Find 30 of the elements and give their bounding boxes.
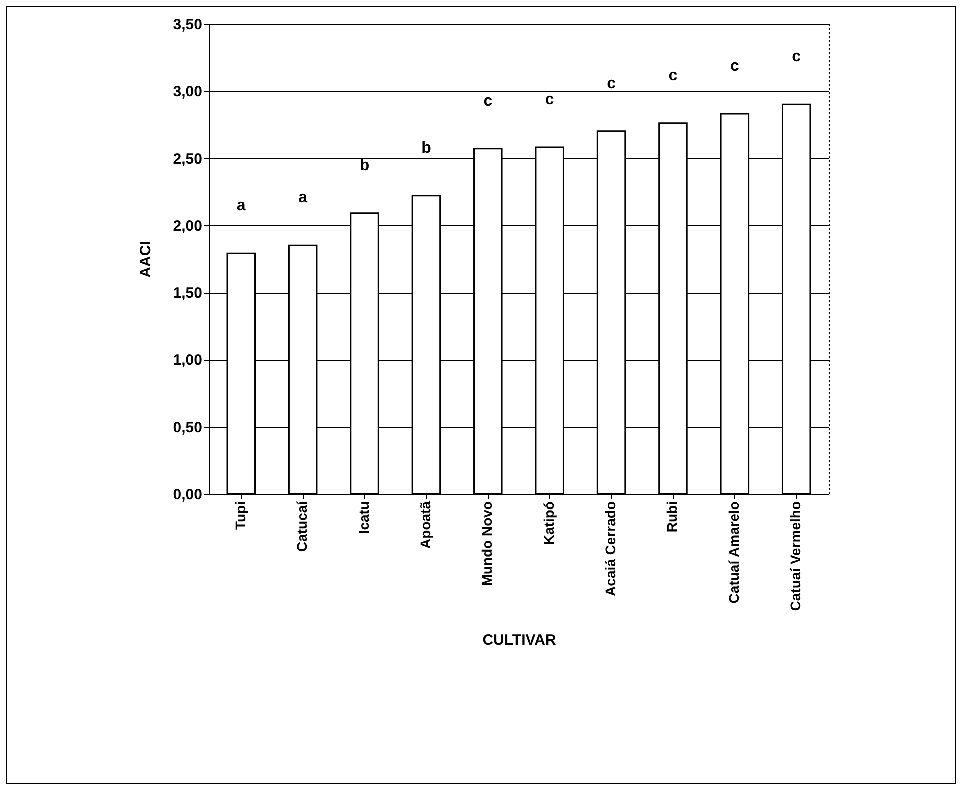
annotation: a (298, 190, 308, 207)
y-tick-label: 1,50 (173, 285, 202, 302)
annotation: c (484, 92, 493, 110)
annotation: c (607, 75, 616, 92)
annotation: b (422, 140, 432, 157)
y-tick-label: 2,50 (173, 150, 202, 168)
y-tick-label: 3,50 (173, 16, 202, 34)
annotation: c (545, 92, 554, 109)
y-tick-label: 2,00 (173, 218, 202, 235)
x-tick-label: Icatu (356, 502, 372, 534)
x-tick-label: Mundo Novo (479, 502, 496, 586)
y-tick-label: 1,00 (173, 352, 202, 370)
x-tick-label: Tupi (232, 502, 248, 530)
annotation: c (668, 67, 678, 84)
x-tick-label: Rubi (664, 502, 680, 533)
x-axis-title: CULTIVAR (482, 632, 556, 650)
y-tick-label: 3,00 (173, 84, 202, 101)
x-tick-label: Acaiá Cerrado (602, 502, 619, 596)
x-tick-label: Catucaí (294, 500, 310, 552)
x-tick-label: Katipó (540, 502, 557, 546)
x-tick-label: Apoatã (417, 501, 434, 549)
annotation: b (360, 157, 370, 174)
x-tick-label: Catuaí Vermelho (788, 502, 804, 612)
annotation: c (792, 48, 802, 66)
y-axis-title: AACI (137, 241, 154, 278)
y-tick-label: 0,50 (173, 419, 202, 436)
annotation: c (730, 58, 740, 75)
annotation: a (236, 198, 246, 215)
y-tick-label: 0,00 (173, 486, 202, 504)
x-tick-label: Catuaí Amarelo (726, 502, 742, 604)
